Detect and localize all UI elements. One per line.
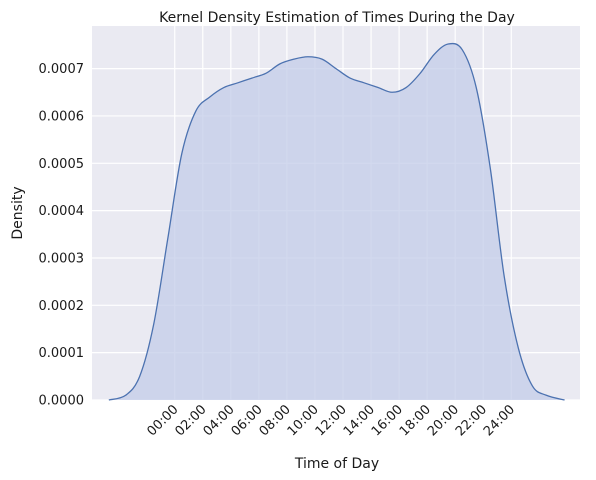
- density-line: [108, 42, 565, 401]
- y-tick-label: 0.0000: [39, 394, 85, 409]
- x-tick-label: 14:00: [341, 402, 378, 439]
- x-tick-label: 12:00: [313, 402, 350, 439]
- density-area: [108, 43, 565, 401]
- y-tick-labels: 0.0000 0.0001 0.0002 0.0003 0.0004 0.0005 0.00…: [39, 62, 85, 408]
- y-tick-label: 0.0006: [39, 109, 85, 124]
- y-tick-label: 0.0007: [39, 62, 85, 77]
- y-tick-label: 0.0002: [39, 299, 85, 314]
- x-tick-label: 18:00: [397, 402, 434, 439]
- x-tick-label: 04:00: [201, 402, 238, 439]
- y-tick-label: 0.0003: [39, 251, 85, 266]
- y-tick-label: 0.0005: [39, 157, 85, 172]
- x-tick-label: 02:00: [173, 402, 210, 439]
- x-tick-label: 00:00: [144, 402, 181, 439]
- x-axis-label: Time of Day: [294, 456, 379, 472]
- x-tick-labels: 00:0002:0004:0006:0008:0010:0012:0014:00…: [144, 402, 518, 439]
- y-tick-label: 0.0004: [39, 204, 85, 219]
- x-tick-label: 08:00: [257, 402, 294, 439]
- y-tick-label: 0.0001: [39, 346, 85, 361]
- x-tick-label: 24:00: [481, 402, 518, 439]
- x-tick-label: 22:00: [453, 402, 490, 439]
- y-axis-label: Density: [10, 186, 26, 239]
- x-tick-label: 20:00: [425, 402, 462, 439]
- chart-title: Kernel Density Estimation of Times Durin…: [159, 10, 515, 26]
- x-tick-label: 16:00: [369, 402, 406, 439]
- x-tick-label: 06:00: [229, 402, 266, 439]
- x-tick-label: 10:00: [285, 402, 322, 439]
